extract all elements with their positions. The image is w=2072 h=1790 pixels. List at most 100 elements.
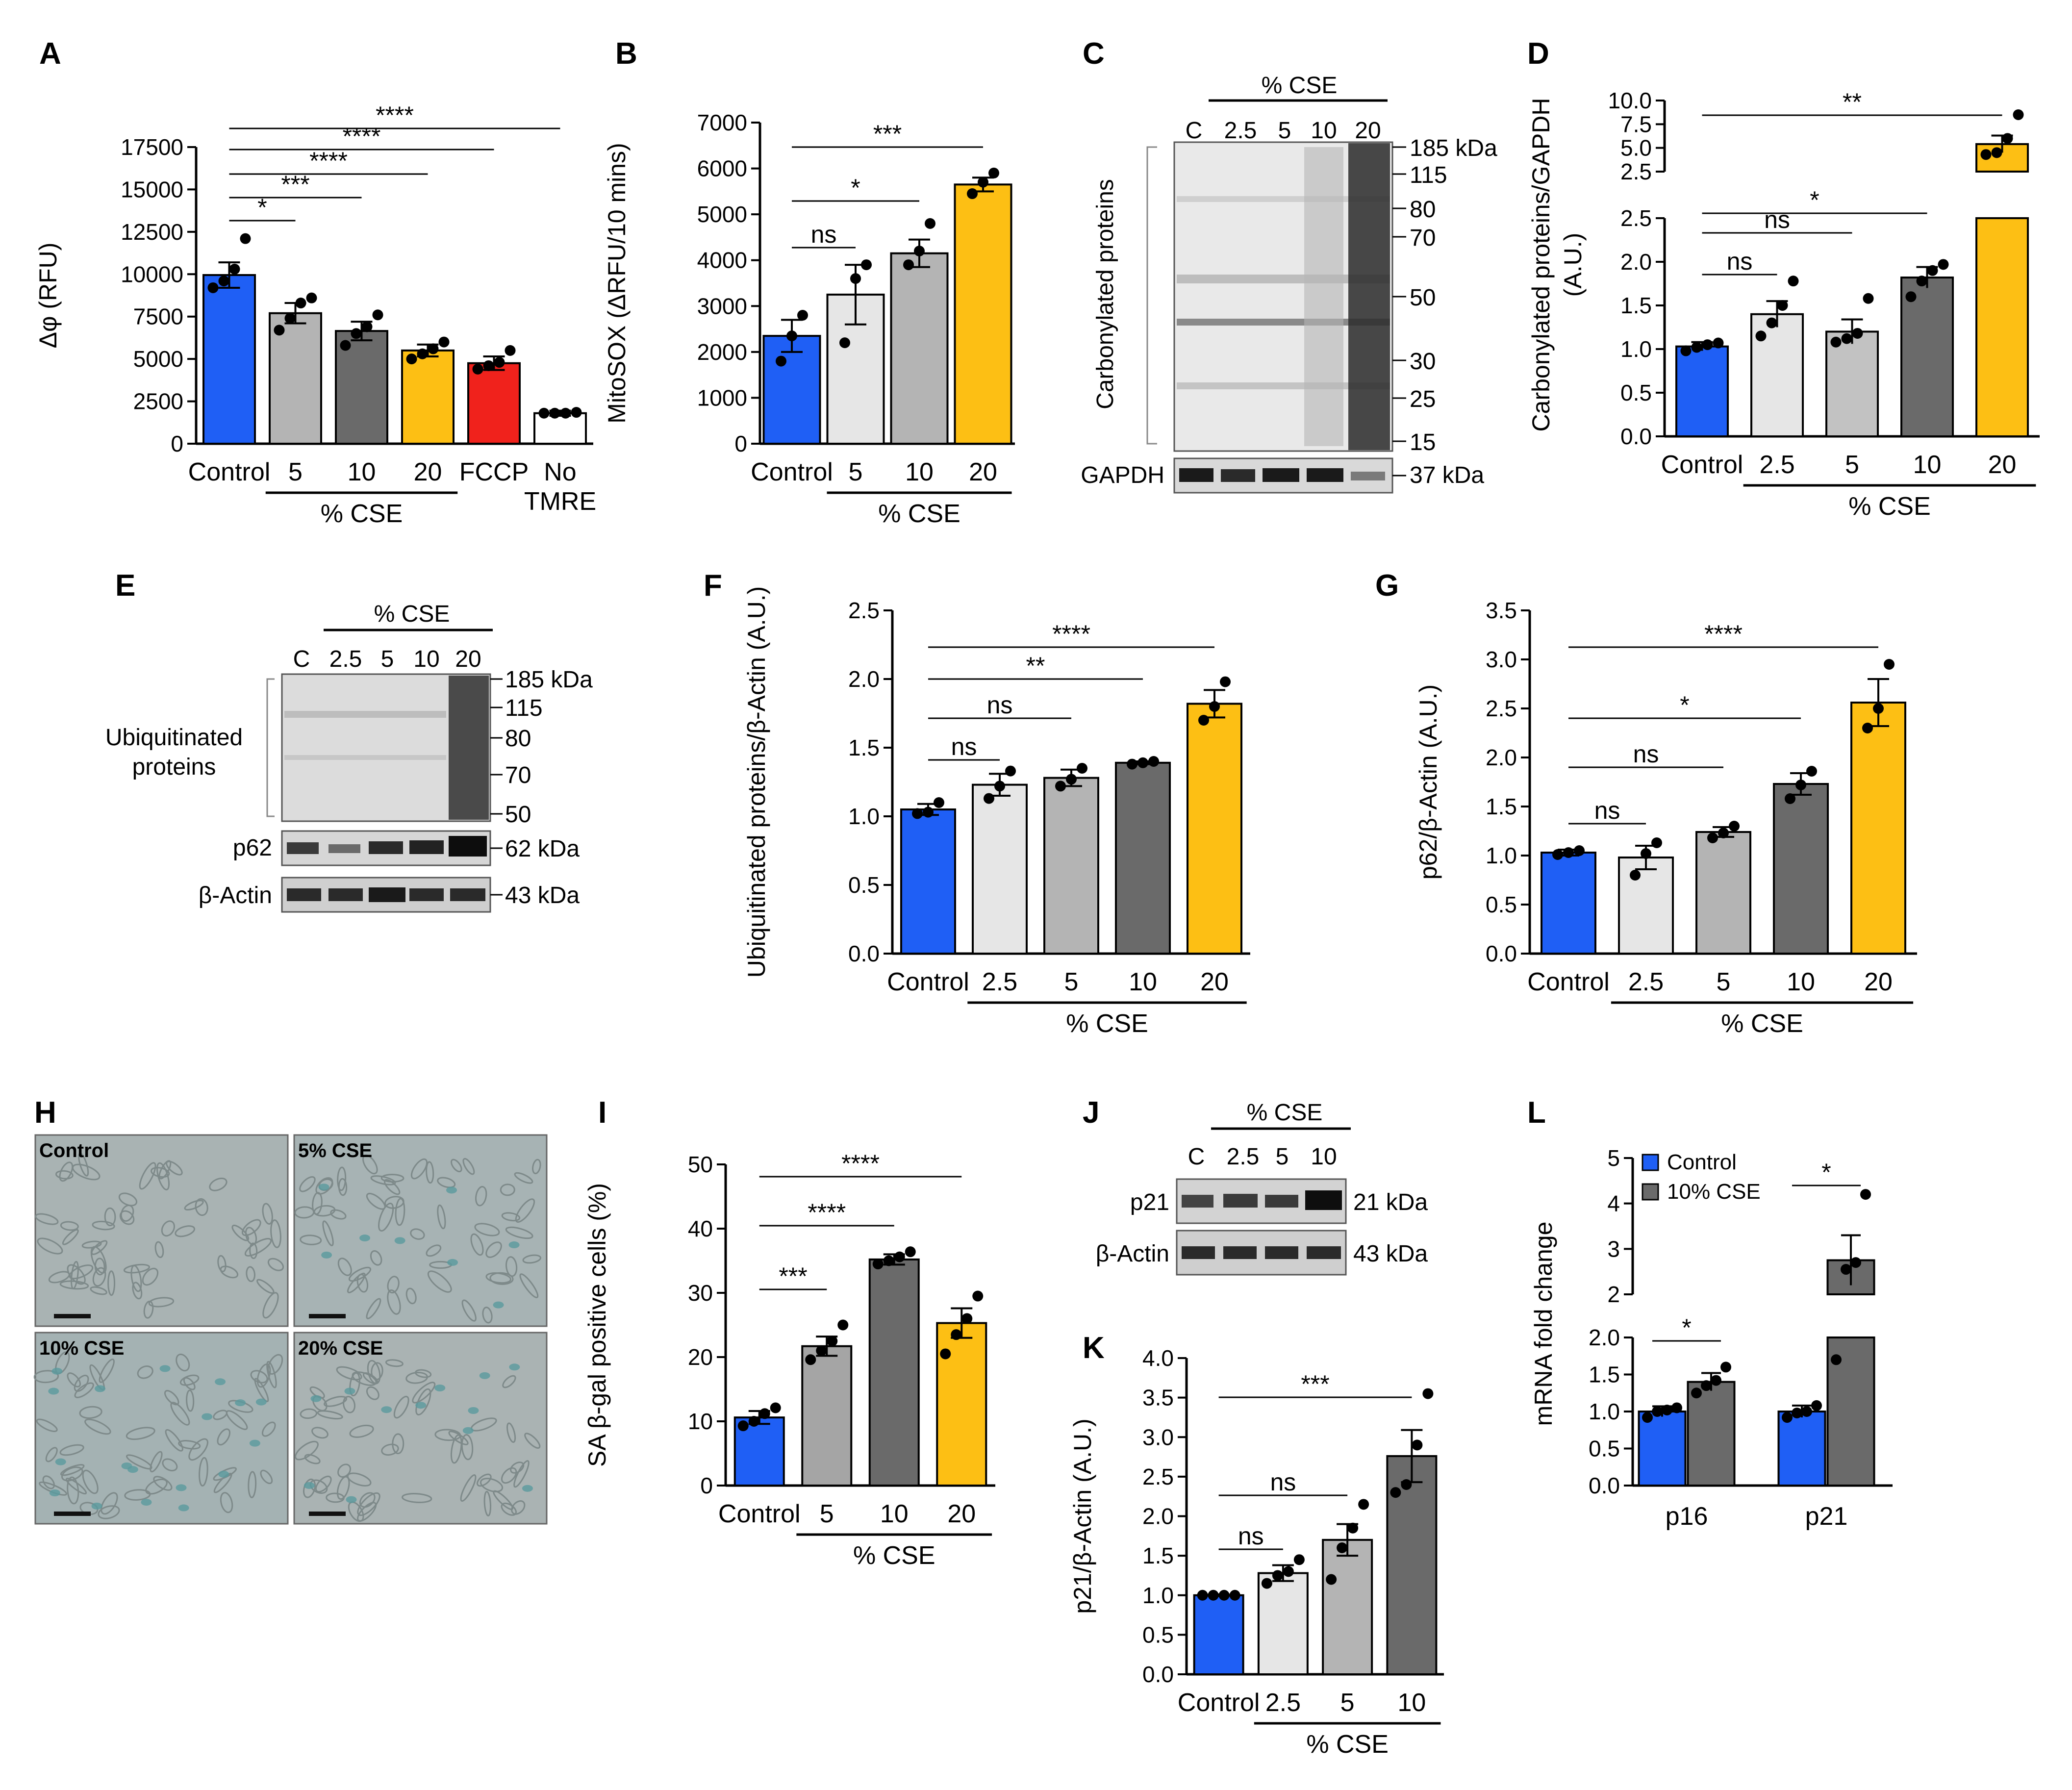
cell-outline <box>532 1159 541 1175</box>
cell-outline <box>262 1292 279 1319</box>
blot-c-lane: 10 <box>1311 118 1337 144</box>
cell-outline <box>61 1466 83 1482</box>
data-point <box>1066 774 1077 785</box>
data-point <box>1137 757 1148 768</box>
y-tick-label: 0 <box>171 431 183 456</box>
data-point <box>1293 1554 1305 1565</box>
group-label: % CSE <box>1066 1009 1148 1038</box>
micrograph-label: 10% CSE <box>39 1337 124 1359</box>
data-point <box>1148 756 1159 767</box>
blot-e-p62-kda: 62 kDa <box>505 836 580 862</box>
data-point <box>1055 781 1066 792</box>
blot-c-lane: 2.5 <box>1224 118 1257 144</box>
data-point <box>1850 1257 1861 1268</box>
blot-e-lane: 2.5 <box>329 646 362 672</box>
group-label: % CSE <box>1306 1730 1389 1759</box>
stained-cell <box>235 1399 246 1407</box>
cell-outline <box>90 1286 107 1295</box>
bar <box>972 783 1028 955</box>
y-tick-label: 2.0 <box>1142 1504 1174 1529</box>
data-point <box>1830 336 1842 348</box>
data-point <box>984 793 994 804</box>
y-tick-label: 1.5 <box>1486 794 1517 819</box>
bar <box>1850 702 1906 955</box>
cell-outline <box>415 1388 431 1416</box>
stained-cell <box>202 1413 213 1420</box>
data-point <box>961 1313 973 1324</box>
blot-c-gapdh-band <box>1221 469 1255 482</box>
cell-outline <box>381 1443 399 1456</box>
y-tick-label: 2.5 <box>1620 205 1652 231</box>
stained-cell <box>176 1484 187 1491</box>
y-tick-label: 0.0 <box>1589 1473 1620 1498</box>
blot-e-marker: 80 <box>505 726 531 752</box>
cell-outline <box>337 1463 352 1478</box>
stained-cell <box>522 1485 533 1492</box>
stained-cell <box>127 1466 138 1473</box>
cell-outline <box>366 1298 381 1319</box>
panel-letter-l: L <box>1527 1096 1546 1130</box>
data-point <box>1358 1499 1369 1510</box>
cell-outline <box>79 1406 102 1419</box>
data-point <box>1938 259 1949 270</box>
cell-outline <box>485 1272 512 1284</box>
cell-outline <box>349 1372 360 1397</box>
data-point <box>994 781 1005 792</box>
x-tick-label: 5 <box>288 458 303 486</box>
y-tick-label: 40 <box>688 1216 713 1241</box>
significance-label: * <box>851 174 860 202</box>
y-tick-label: 1.0 <box>1589 1399 1620 1424</box>
stained-cell <box>394 1237 405 1244</box>
bar <box>890 252 949 445</box>
bar <box>1825 330 1879 438</box>
data-point <box>1401 1479 1412 1490</box>
data-point <box>1127 758 1137 770</box>
x-tick-label: Control <box>887 968 969 996</box>
y-tick-label: 0.5 <box>1620 380 1652 405</box>
cell-outline <box>410 1228 425 1240</box>
cell-outline <box>261 1421 276 1437</box>
cell-outline <box>426 1244 442 1257</box>
y-tick-label: 17500 <box>121 134 183 160</box>
y-tick-label: 1.0 <box>1486 843 1517 868</box>
bar <box>1675 345 1729 437</box>
data-point <box>972 1290 984 1302</box>
bar <box>467 362 521 445</box>
blot-j-row1-label: p21 <box>1130 1189 1169 1215</box>
x-tick-label: p21 <box>1805 1502 1848 1531</box>
blot-c-lane: 20 <box>1355 118 1381 144</box>
data-point <box>1229 1589 1240 1601</box>
data-point <box>850 273 861 284</box>
blot-c-side-label: Carbonylated proteins <box>1092 179 1118 409</box>
stained-cell <box>508 1241 520 1249</box>
data-point <box>1691 1387 1702 1399</box>
cell-outline <box>244 1238 272 1257</box>
blot-e-marker: 115 <box>505 695 543 721</box>
cell-outline <box>506 1422 516 1443</box>
blot-e-lane: C <box>293 646 310 672</box>
data-point <box>1884 659 1895 670</box>
significance-label: **** <box>376 101 414 129</box>
cell-outline <box>267 1258 284 1271</box>
y-tick-label: 2.0 <box>1486 745 1517 770</box>
blot-j-row2-kda: 43 kDa <box>1353 1241 1428 1267</box>
stained-cell <box>48 1387 59 1395</box>
cell-outline <box>336 1366 362 1381</box>
data-point <box>1662 1404 1672 1415</box>
data-point <box>805 1354 816 1365</box>
y-tick-label: 2.0 <box>848 666 880 692</box>
bar <box>401 349 455 445</box>
data-point <box>1261 1578 1272 1589</box>
data-point <box>1852 328 1863 339</box>
data-point <box>1720 1361 1731 1373</box>
y-axis-label: mRNA fold change <box>1530 1222 1557 1426</box>
stained-cell <box>303 1482 315 1489</box>
chart-g-p62-quant: 0.0 0.5 1.0 1.5 2.0 2.5 3.0 3.5 p62/β-Actin (A.U… <box>1415 598 1917 1038</box>
stained-cell <box>255 1398 267 1406</box>
y-tick-label: 2500 <box>133 389 183 414</box>
data-point <box>218 276 229 287</box>
cell-outline <box>304 1454 321 1464</box>
data-point <box>1272 1570 1283 1581</box>
y-tick-label: 3000 <box>697 293 747 319</box>
cell-outline <box>366 1192 386 1210</box>
